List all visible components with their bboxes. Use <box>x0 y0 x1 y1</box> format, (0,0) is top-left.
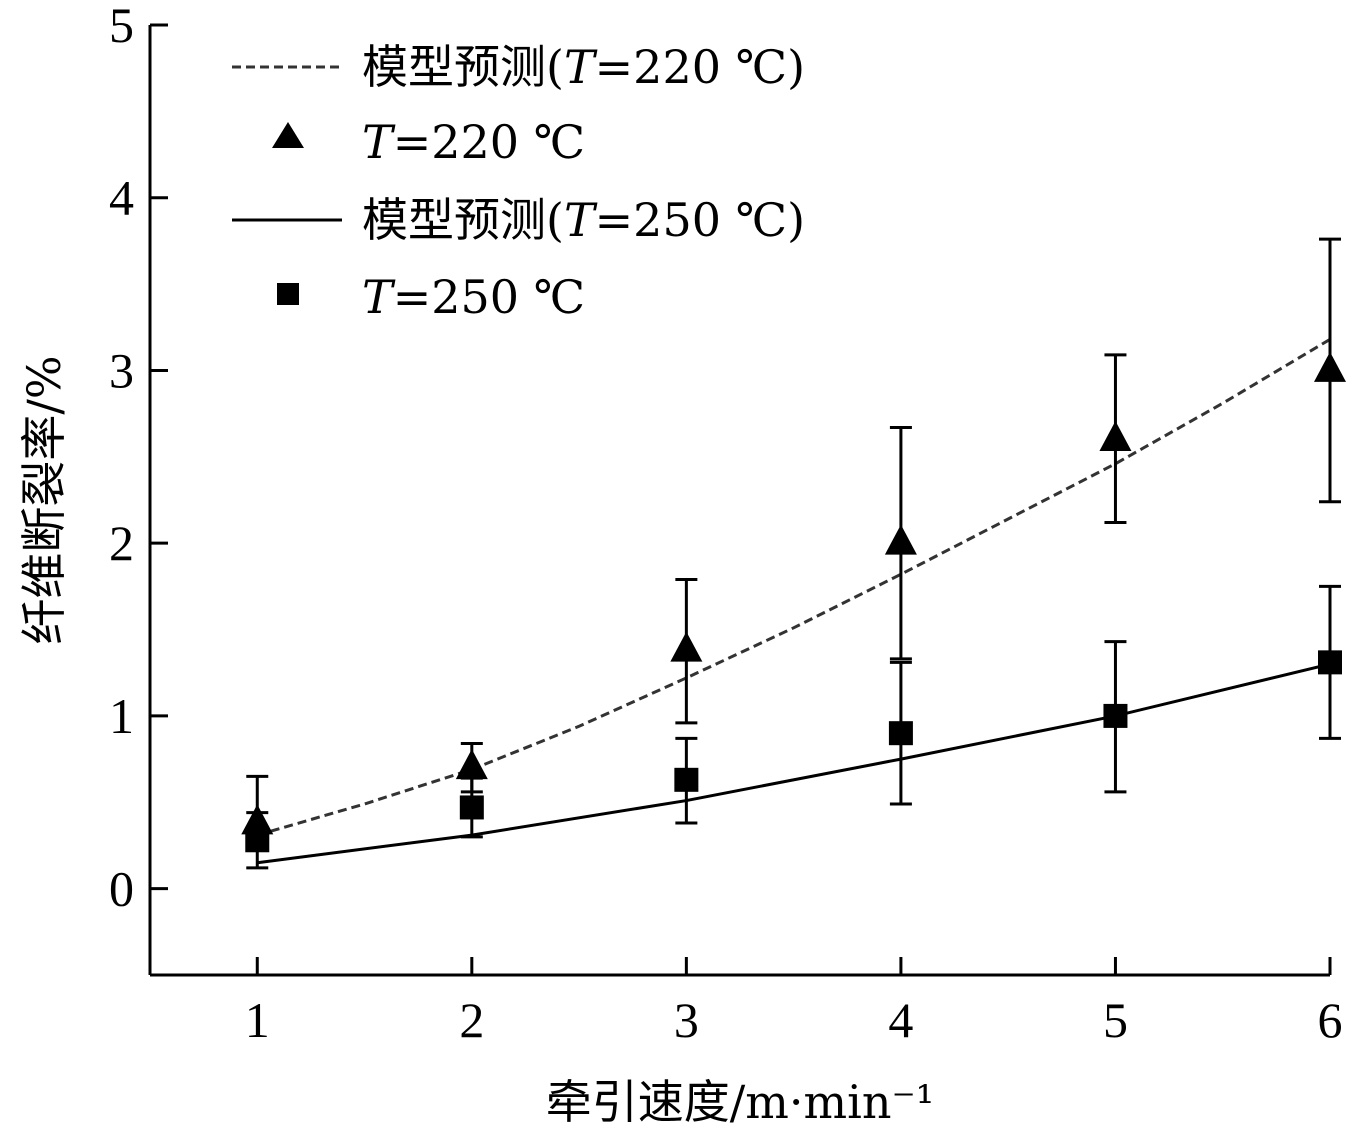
x-tick-label: 6 <box>1318 992 1343 1048</box>
y-tick-label: 5 <box>109 0 134 53</box>
legend-label: T=250 ℃ <box>362 270 585 324</box>
legend-swatch-square <box>277 283 299 305</box>
data-point-square <box>888 721 913 746</box>
data-point-triangle <box>670 631 703 662</box>
y-tick-label: 2 <box>109 515 134 571</box>
legend: 模型预测(T=220 ℃) T=220 ℃ 模型预测(T=250 ℃) T=250 ℃ <box>232 40 805 324</box>
data-point-triangle <box>455 749 488 780</box>
series-line <box>257 662 1331 865</box>
x-axis-title: 牵引速度/m·min⁻¹ <box>546 1075 934 1129</box>
x-tick-label: 3 <box>674 992 699 1048</box>
x-tick-label: 5 <box>1103 992 1128 1048</box>
series-2 <box>257 662 1331 865</box>
series-0 <box>256 338 1331 837</box>
series-3 <box>245 584 1342 870</box>
legend-label: T=220 ℃ <box>362 115 585 169</box>
series-1 <box>241 237 1346 844</box>
data-point-square <box>1103 703 1128 728</box>
series-line <box>256 338 1331 837</box>
legend-swatch-triangle <box>272 122 304 148</box>
x-tick-label: 4 <box>888 992 913 1048</box>
x-tick-label: 2 <box>459 992 484 1048</box>
data-point-square <box>245 828 270 853</box>
legend-label: 模型预测(T=220 ℃) <box>362 40 805 94</box>
data-point-square <box>674 767 699 792</box>
data-point-square <box>459 795 484 820</box>
x-tick-label: 1 <box>245 992 270 1048</box>
data-point-square <box>1318 650 1342 675</box>
y-tick-label: 3 <box>109 342 134 398</box>
data-point-triangle <box>884 524 917 555</box>
legend-label: 模型预测(T=250 ℃) <box>362 193 805 247</box>
y-tick-label: 0 <box>109 861 134 917</box>
y-axis-title: 纤维断裂率/% <box>17 355 71 644</box>
data-point-triangle <box>1314 351 1346 382</box>
y-tick-label: 4 <box>109 170 134 226</box>
y-tick-label: 1 <box>109 688 134 744</box>
data-point-triangle <box>1099 420 1132 451</box>
